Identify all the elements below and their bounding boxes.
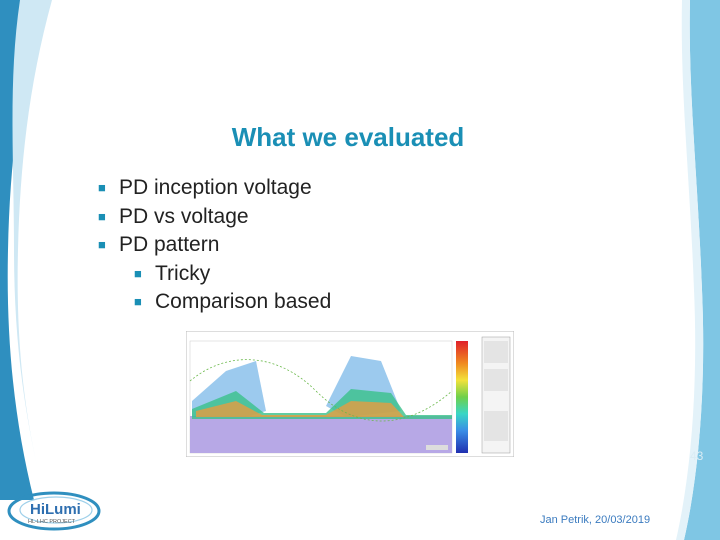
square-bullet-icon: ■ xyxy=(98,180,106,195)
bullet-item: ■ PD inception voltage xyxy=(98,174,331,203)
sub-bullet-item: ■ Comparison based xyxy=(98,288,331,317)
bullet-text: PD inception voltage xyxy=(119,176,312,199)
page-number: 43 xyxy=(690,449,704,463)
left-swoosh-highlight xyxy=(12,0,52,470)
square-bullet-icon: ■ xyxy=(98,237,106,253)
info-block xyxy=(484,341,508,363)
bullet-text: Comparison based xyxy=(155,290,332,314)
info-block xyxy=(484,411,508,441)
bullet-text: PD pattern xyxy=(119,233,220,257)
color-scale xyxy=(456,341,468,453)
square-bullet-icon: ■ xyxy=(134,265,142,281)
info-block xyxy=(484,369,508,391)
square-bullet-icon: ■ xyxy=(134,294,142,310)
logo-ring xyxy=(7,491,101,531)
slide-title: What we evaluated xyxy=(231,122,465,152)
logo-subtext: HL-LHC PROJECT xyxy=(28,519,76,525)
logo-ring-inner xyxy=(19,496,93,524)
sub-bullet-item: ■ Tricky xyxy=(98,260,331,289)
right-swoosh-edge xyxy=(676,0,704,540)
bullet-text: Tricky xyxy=(155,261,211,285)
bullet-item: ■ PD vs voltage xyxy=(98,203,331,232)
left-swoosh xyxy=(0,0,46,500)
bullet-item: ■ PD pattern xyxy=(98,231,331,260)
lower-band xyxy=(190,416,452,453)
square-bullet-icon: ■ xyxy=(98,208,106,224)
pd-pattern-plot-image xyxy=(186,331,514,457)
logo-text: HiLumi xyxy=(30,501,81,518)
sine-curve xyxy=(189,359,453,422)
right-swoosh xyxy=(684,0,720,540)
hilumi-logo: HiLumi HL-LHC PROJECT xyxy=(7,491,101,531)
hot-band xyxy=(196,401,404,417)
bullet-list: ■ PD inception voltage ■ PD vs voltage ■ PD… xyxy=(98,174,331,317)
footer-text: Jan Petrik, 20/03/2019 xyxy=(540,514,651,526)
plot-label xyxy=(426,445,448,450)
bullet-text: PD vs voltage xyxy=(119,204,249,228)
